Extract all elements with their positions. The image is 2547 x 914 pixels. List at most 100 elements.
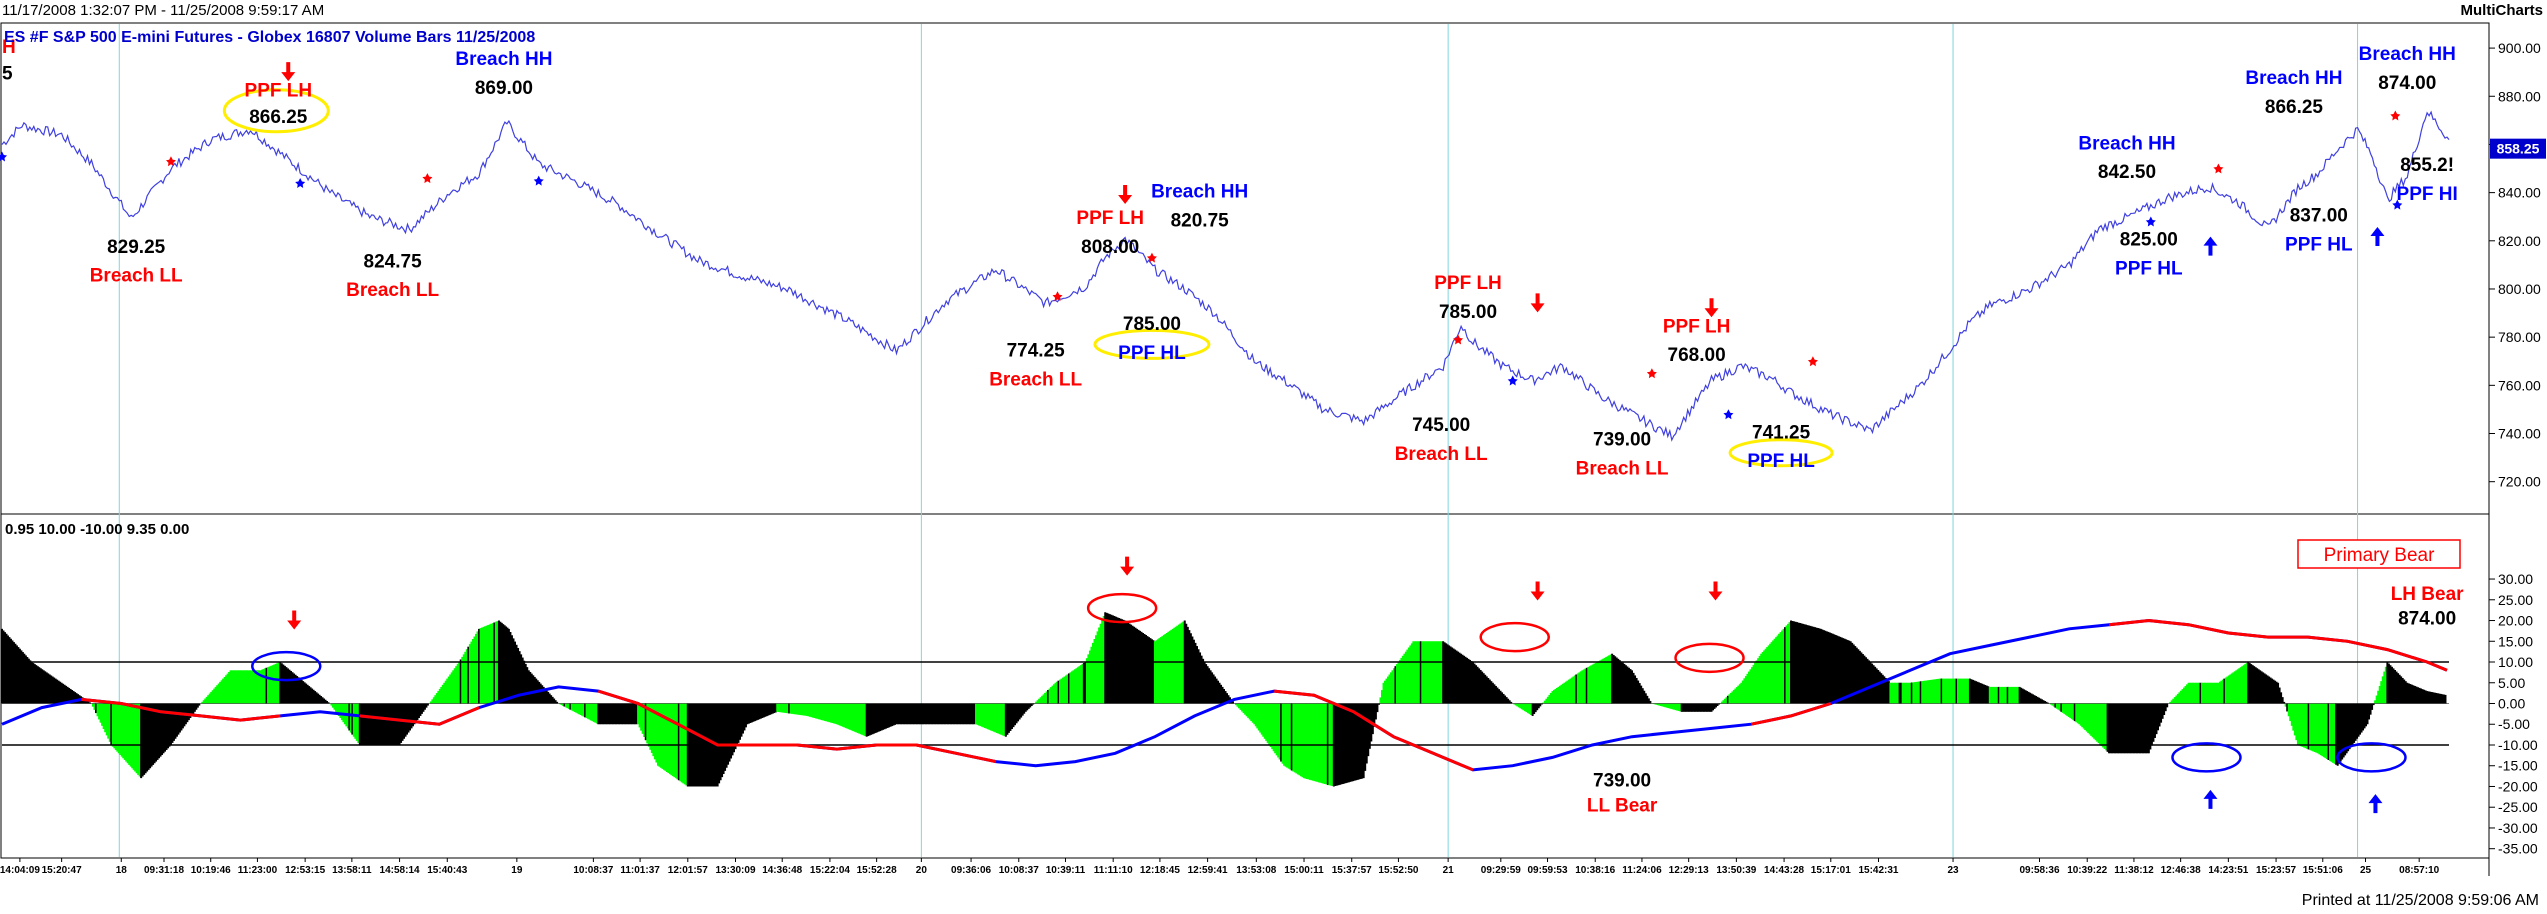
price-panel[interactable]: H 5 PPF LH 866.25 Breach HH 869.00 829.25 Breac… <box>0 37 2458 480</box>
time-tick-label: 19 <box>511 865 523 876</box>
trend-line-red-segment <box>81 697 281 722</box>
oscillator-panel-frame <box>0 513 2490 859</box>
price-annotation: PPF LH <box>1434 273 1502 294</box>
price-annotation: 785.00 <box>1439 302 1497 323</box>
price-annotation: Breach LL <box>346 280 439 301</box>
price-annotation: 866.25 <box>2265 97 2324 118</box>
time-tick-label: 12:59:41 <box>1188 865 1228 876</box>
price-annotation: Breach HH <box>2245 68 2342 89</box>
time-tick-label: 15:42:31 <box>1858 865 1898 876</box>
oscillator-header-values: 0.95 10.00 -10.00 9.35 0.00 <box>5 521 189 538</box>
red-osc-circle <box>1674 642 1745 674</box>
red-star-marker <box>165 156 176 167</box>
time-tick-label: 11:11:10 <box>1094 865 1133 876</box>
time-tick-label: 15:20:47 <box>42 865 82 876</box>
last-price-badge <box>2490 138 2546 159</box>
time-tick-label: 11:23:00 <box>238 865 278 876</box>
price-tick-label: 840.00 <box>2498 185 2541 201</box>
time-tick-label: 14:36:48 <box>762 865 802 876</box>
price-annotation: 855.2! <box>2400 155 2454 176</box>
date-range-label: 11/17/2008 1:32:07 PM - 11/25/2008 9:59:… <box>2 2 325 19</box>
time-tick-label: 13:50:39 <box>1716 865 1756 876</box>
price-annotation: 5 <box>2 63 13 84</box>
red-star-marker <box>1807 356 1818 367</box>
blue-star-marker <box>0 151 7 162</box>
price-annotation: 825.00 <box>2120 230 2178 251</box>
red-star-marker <box>1646 368 1657 379</box>
price-annotation: Breach HH <box>2359 44 2456 65</box>
time-tick-label: 09:31:18 <box>144 865 184 876</box>
time-tick-label: 10:19:46 <box>191 865 231 876</box>
time-tick-label: 14:04:09 <box>0 865 40 876</box>
time-tick-label: 25 <box>2360 865 2372 876</box>
price-annotation: 866.25 <box>249 107 308 128</box>
blue-osc-circle <box>2336 742 2407 773</box>
price-tick-label: 720.00 <box>2498 474 2541 490</box>
time-tick-label: 15:22:04 <box>810 865 850 876</box>
time-tick-label: 15:00:11 <box>1284 865 1324 876</box>
price-annotation: Breach HH <box>1151 181 1248 202</box>
time-tick-label: 15:23:57 <box>2256 865 2296 876</box>
blue-up-arrow <box>2203 789 2218 809</box>
price-annotation: PPF HL <box>2285 234 2353 255</box>
red-osc-circle <box>1479 621 1550 653</box>
last-price-label: 858.25 <box>2497 141 2540 157</box>
price-tick-label: 760.00 <box>2498 377 2541 393</box>
red-down-arrow <box>1118 185 1133 205</box>
price-annotation: Breach LL <box>90 266 183 287</box>
primary-bear-label: Primary Bear <box>2324 545 2436 566</box>
time-tick-label: 18 <box>116 865 128 876</box>
time-tick-label: 13:58:11 <box>332 865 372 876</box>
time-tick-label: 09:59:53 <box>1528 865 1568 876</box>
highlight-circle <box>222 88 330 134</box>
blue-osc-circle <box>2171 742 2242 773</box>
price-annotation: 774.25 <box>1007 340 1066 361</box>
time-tick-label: 15:52:50 <box>1378 865 1418 876</box>
time-tick-label: 12:18:45 <box>1140 865 1180 876</box>
price-annotation: 808.00 <box>1081 237 1139 258</box>
time-tick-label: 10:08:37 <box>999 865 1039 876</box>
osc-tick-label: -10.00 <box>2498 737 2538 753</box>
primary-bear-box: Primary Bear <box>2297 539 2461 569</box>
oscillator-panel[interactable]: LH Bear 874.00 739.00 LL Bear <box>1 556 2464 817</box>
red-star-marker <box>2390 110 2401 121</box>
time-tick-label: 12:29:13 <box>1669 865 1709 876</box>
time-tick-label: 10:38:16 <box>1575 865 1615 876</box>
printed-timestamp: Printed at 11/25/2008 9:59:06 AM <box>2301 892 2539 909</box>
price-annotation: PPF LH <box>1076 208 1144 229</box>
time-tick-label: 15:52:28 <box>857 865 897 876</box>
price-annotation: 824.75 <box>364 251 423 272</box>
oscillator-annotation: LH Bear <box>2391 584 2464 605</box>
osc-tick-label: 5.00 <box>2498 675 2525 691</box>
price-annotation: H <box>2 37 16 58</box>
price-tick-label: 880.00 <box>2498 88 2541 104</box>
oscillator-y-axis: -35.00 -30.00 -25.00 -20.00 -15.00 -10.00 -5.0… <box>2489 571 2538 857</box>
price-annotation: PPF HI <box>2397 184 2458 205</box>
price-tick-label: 780.00 <box>2498 329 2541 345</box>
trend-line-red-segment <box>1274 689 1474 772</box>
price-annotation: 741.25 <box>1752 422 1811 443</box>
red-osc-circle <box>1086 592 1158 624</box>
app-name-label: MultiCharts <box>2460 2 2544 19</box>
osc-tick-label: 20.00 <box>2498 613 2533 629</box>
time-tick-label: 14:58:14 <box>380 865 420 876</box>
blue-up-arrow <box>2203 236 2218 256</box>
time-tick-label: 13:53:08 <box>1236 865 1276 876</box>
chart-title: ES #F S&P 500 E-mini Futures - Globex 16… <box>4 29 535 46</box>
oscillator-annotation: LL Bear <box>1587 795 1658 816</box>
red-down-arrow <box>1120 556 1135 576</box>
price-series-line <box>1 110 2450 442</box>
price-annotation: 768.00 <box>1668 345 1726 366</box>
price-annotation: 837.00 <box>2290 206 2348 227</box>
time-tick-label: 15:37:57 <box>1332 865 1372 876</box>
price-annotation: Breach LL <box>1576 458 1669 479</box>
price-annotation: PPF LH <box>245 80 313 101</box>
time-tick-label: 15:51:06 <box>2303 865 2343 876</box>
price-annotation: 739.00 <box>1593 430 1651 451</box>
red-star-marker <box>1146 252 1157 263</box>
osc-tick-label: -5.00 <box>2498 716 2530 732</box>
time-tick-label: 10:39:11 <box>1046 865 1086 876</box>
osc-tick-label: -30.00 <box>2498 820 2538 836</box>
time-x-axis: 14:04:09 15:20:47 18 09:31:18 10:19:46 11:23:… <box>0 858 2440 876</box>
